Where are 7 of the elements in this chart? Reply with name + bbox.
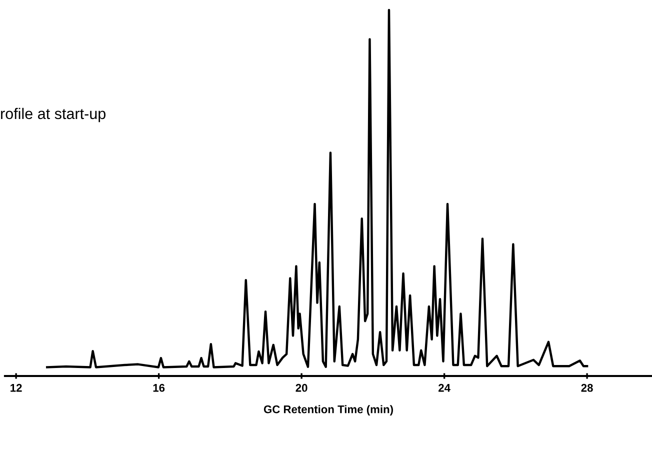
- x-tick-label: 20: [296, 384, 308, 392]
- x-tick-label: 12: [10, 384, 22, 392]
- text: rofile at start-up: [1, 108, 106, 122]
- x-tick-label: 24: [438, 384, 450, 392]
- x-tick-label: 16: [153, 384, 165, 392]
- x-axis-title: GC Retention Time (min): [264, 405, 393, 416]
- x-tick-label: 28: [581, 384, 593, 392]
